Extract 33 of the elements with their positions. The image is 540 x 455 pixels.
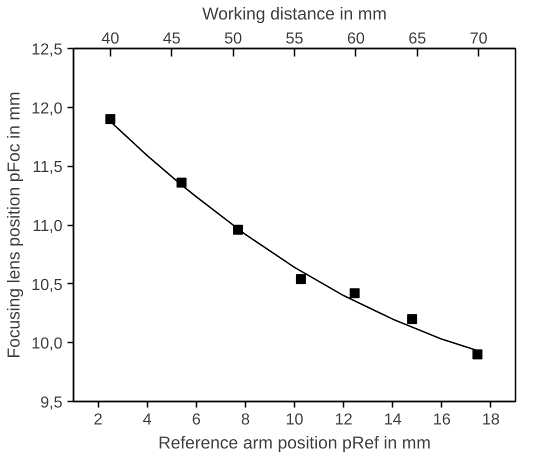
y-tick-label: 11,0 <box>32 218 63 235</box>
x-tick-label: 6 <box>192 412 201 428</box>
x-tick-label: 4 <box>142 412 152 428</box>
x2-tick-label: 55 <box>286 30 304 48</box>
x2-tick-label: 65 <box>408 30 426 48</box>
y-tick-label: 12,5 <box>31 42 63 58</box>
x-tick-label: 8 <box>240 412 250 428</box>
point <box>176 178 187 188</box>
y-tick-label: 11,5 <box>32 159 63 176</box>
x-tick-label: 12 <box>334 412 353 428</box>
x2-tick-label: 70 <box>470 30 488 48</box>
point <box>472 349 482 360</box>
y-tick-label: 10,0 <box>31 336 63 353</box>
x-tick-label: 14 <box>384 412 402 428</box>
x2-tick-label: 60 <box>346 30 365 48</box>
x-tick-label: 2 <box>94 412 103 428</box>
x-tick-label: 16 <box>432 412 451 428</box>
y-tick-label: 9,5 <box>40 394 63 412</box>
x-tick-label: 18 <box>482 412 500 428</box>
y-tick-label: 12,0 <box>31 100 63 118</box>
x2-axis-title: Working distance in mm <box>202 4 387 24</box>
y-axis-title: Focusing lens position pFoc in mm <box>3 92 24 358</box>
x-tick-label: 10 <box>286 412 304 428</box>
x2-tick-label: 50 <box>224 30 242 48</box>
y-tick-label: 10,5 <box>31 276 63 294</box>
point <box>296 274 306 284</box>
point <box>407 314 418 324</box>
point <box>350 288 360 298</box>
x2-tick-label: 45 <box>162 30 181 48</box>
x2-tick-label: 40 <box>101 30 120 48</box>
x-axis-title: Reference arm position pRef in mm <box>158 432 431 452</box>
point <box>233 224 244 235</box>
point <box>105 114 116 124</box>
